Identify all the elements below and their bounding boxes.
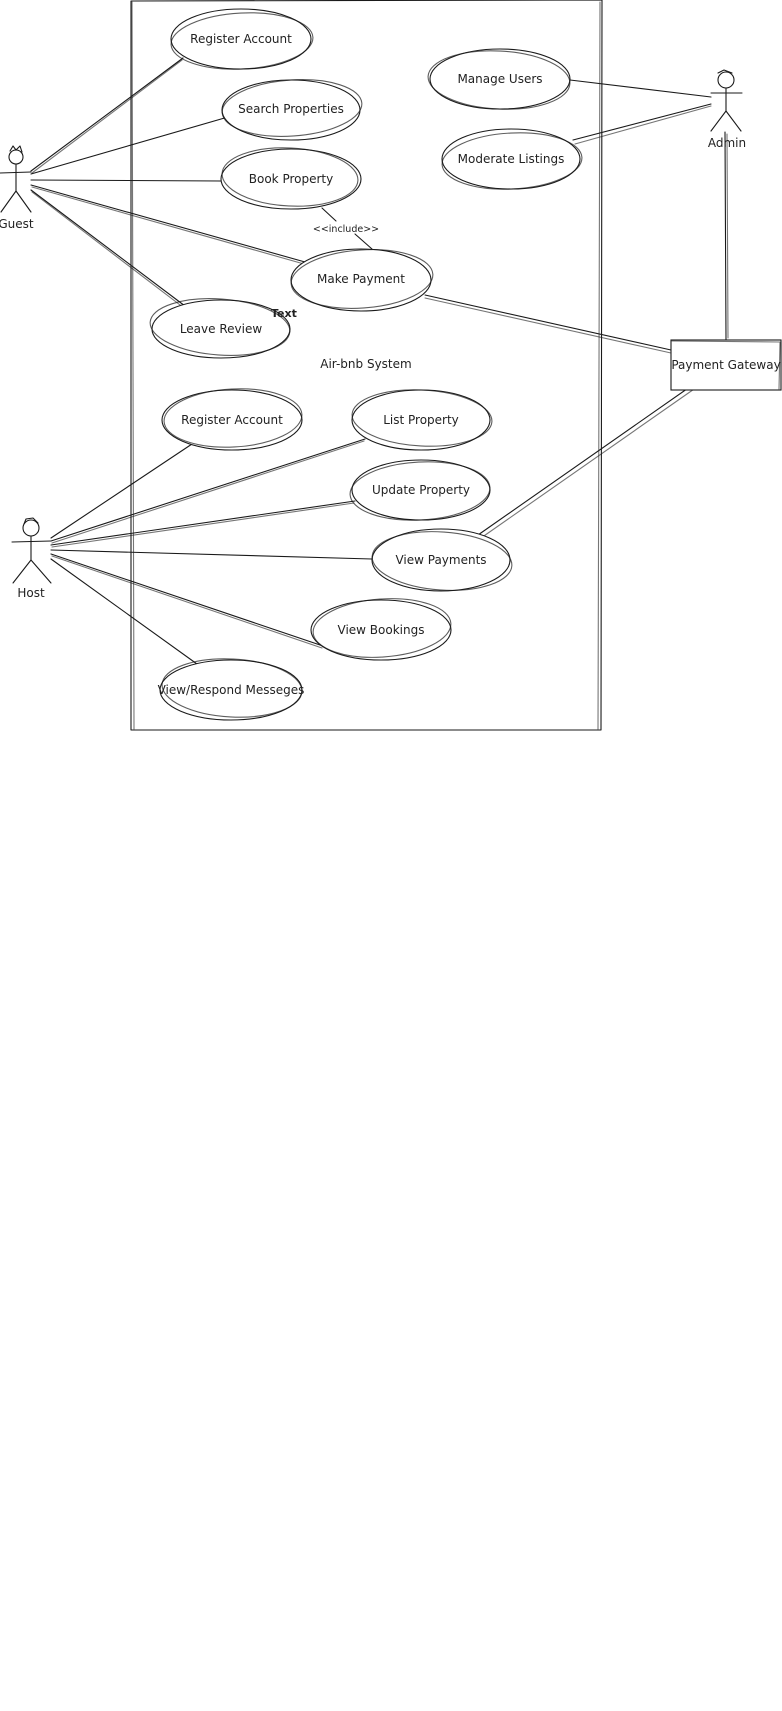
use-case-label: Update Property: [372, 483, 470, 497]
use-case-search-properties[interactable]: Search Properties: [220, 75, 364, 141]
use-case-moderate-listings[interactable]: Moderate Listings: [441, 128, 584, 193]
use-case-label: View Payments: [395, 553, 486, 567]
use-case-update-property[interactable]: Update Property: [349, 458, 492, 523]
use-case-leave-review[interactable]: Leave Review: [148, 294, 292, 360]
payment-gateway-label: Payment Gateway: [671, 358, 780, 372]
use-case-label: Manage Users: [457, 72, 542, 86]
use-case-label: Leave Review: [180, 322, 263, 336]
use-case-manage-users[interactable]: Manage Users: [427, 47, 572, 112]
actor-label: Guest: [0, 217, 34, 231]
actor-guest[interactable]: Guest: [0, 145, 34, 231]
use-case-book-property[interactable]: Book Property: [220, 144, 362, 210]
use-case-label: List Property: [383, 413, 459, 427]
use-case-view-respond-messages[interactable]: View/Respond Messeges: [158, 655, 305, 721]
system-label: Air-bnb System: [320, 357, 411, 371]
use-case-view-bookings[interactable]: View Bookings: [310, 594, 453, 661]
use-case-guest-register[interactable]: Register Account: [170, 8, 315, 73]
use-case-label: Register Account: [181, 413, 283, 427]
use-case-label: Book Property: [249, 172, 333, 186]
use-case-view-payments[interactable]: View Payments: [370, 527, 514, 595]
use-case-label: View/Respond Messeges: [158, 683, 305, 697]
actor-host[interactable]: Host: [11, 517, 52, 600]
actor-label: Admin: [708, 136, 746, 150]
actor-label: Host: [17, 586, 45, 600]
use-case-label: Search Properties: [238, 102, 344, 116]
system-boundary: Air-bnb System: [130, 0, 603, 731]
actor-admin[interactable]: Admin: [708, 69, 746, 150]
use-case-make-payment[interactable]: Make Payment: [289, 245, 435, 313]
use-case-host-register[interactable]: Register Account: [161, 385, 303, 451]
use-case-label: View Bookings: [338, 623, 425, 637]
payment-gateway-box[interactable]: Payment Gateway: [670, 339, 782, 391]
use-case-label: Make Payment: [317, 272, 405, 286]
stray-text-label: Text: [271, 307, 297, 320]
associations: [30, 57, 729, 665]
use-case-label: Moderate Listings: [458, 152, 565, 166]
use-case-list-property[interactable]: List Property: [351, 386, 494, 451]
include-label: <<include>>: [313, 224, 379, 235]
use-case-label: Register Account: [190, 32, 292, 46]
